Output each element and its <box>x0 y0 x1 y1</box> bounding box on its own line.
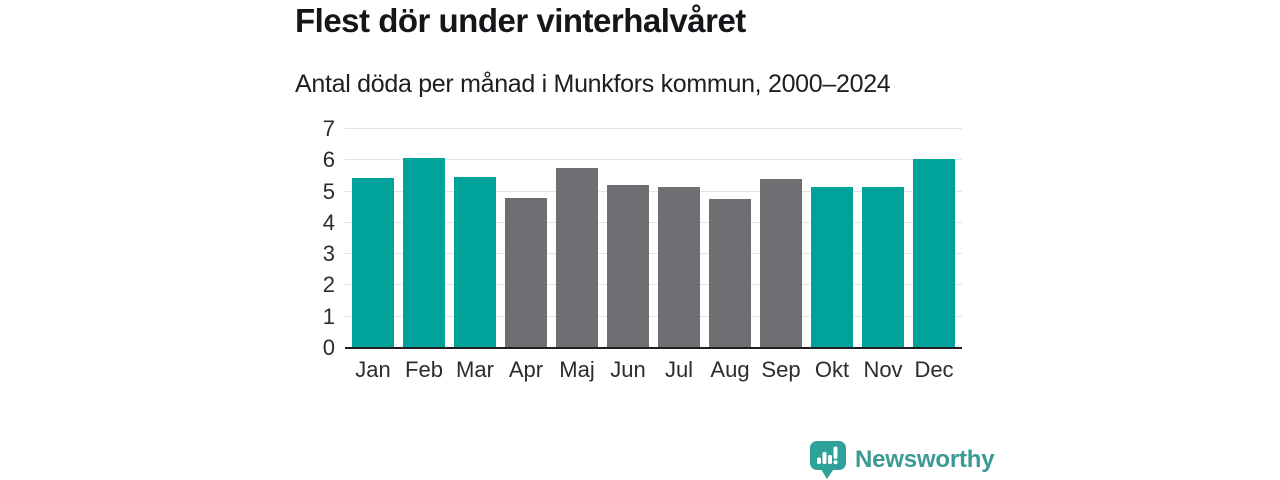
x-axis-label: Mar <box>456 357 494 382</box>
bar-slot-feb: Feb <box>403 129 445 381</box>
x-axis-label: Jan <box>355 357 391 382</box>
y-axis-label: 5 <box>322 178 335 204</box>
chart-title: Flest dör under vinterhalvåret <box>295 2 746 39</box>
x-axis-label: Maj <box>559 357 595 382</box>
bar-slot-jul: Jul <box>658 129 700 381</box>
bar-slot-nov: Nov <box>862 129 904 381</box>
y-axis-label: 1 <box>322 303 335 329</box>
bar-feb <box>403 157 445 348</box>
bar-okt <box>811 186 853 348</box>
bar-jan <box>352 177 394 348</box>
bar-mar <box>454 176 496 348</box>
bar-group: Jan Feb Mar Apr Maj Jun Jul Aug Sep Okt Nov Dec <box>345 129 962 381</box>
gridline <box>345 221 962 223</box>
bar-aug <box>709 199 751 348</box>
gridline <box>345 128 962 129</box>
bar-maj <box>556 167 598 348</box>
y-axis-label: 0 <box>322 335 335 360</box>
bar-slot-dec: Dec <box>913 129 955 381</box>
y-axis: 0 1 2 3 4 5 6 7 <box>270 118 335 359</box>
y-axis-label: 4 <box>322 209 335 235</box>
bar-slot-apr: Apr <box>505 129 547 381</box>
gridline <box>345 284 962 286</box>
gridline <box>345 190 962 192</box>
bar-slot-maj: Maj <box>556 129 598 381</box>
y-axis-label: 7 <box>322 116 335 141</box>
x-axis-line <box>345 347 962 349</box>
x-axis-label: Apr <box>508 357 544 382</box>
y-axis-label: 6 <box>322 147 335 173</box>
bar-nov <box>862 186 904 348</box>
bar-slot-sep: Sep <box>760 129 802 381</box>
x-axis-label: Aug <box>710 357 750 382</box>
newsworthy-logo: Newsworthy <box>810 441 995 480</box>
bar-dec <box>913 159 955 348</box>
bar-slot-aug: Aug <box>709 129 751 381</box>
x-axis-label: Nov <box>863 357 903 382</box>
bar-slot-mar: Mar <box>454 129 496 381</box>
bar-sep <box>760 179 802 348</box>
x-axis-label: Feb <box>405 357 443 382</box>
bar-slot-jun: Jun <box>607 129 649 381</box>
x-axis-label: Sep <box>761 357 801 382</box>
bar-slot-okt: Okt <box>811 129 853 381</box>
x-axis-label: Jul <box>664 357 694 382</box>
x-axis-label: Jun <box>610 357 646 382</box>
newsworthy-wordmark: Newsworthy <box>855 446 995 473</box>
bar-apr <box>505 197 547 348</box>
plot-area: Jan Feb Mar Apr Maj Jun Jul Aug Sep Okt Nov Dec <box>345 128 962 381</box>
chart-subtitle: Antal döda per månad i Munkfors kommun, … <box>295 70 891 98</box>
bar-chart-speech-bubble-icon <box>810 441 846 479</box>
gridline <box>345 253 962 255</box>
bar-jun <box>607 185 649 348</box>
gridline <box>345 159 962 161</box>
x-axis-label: Okt <box>814 357 850 382</box>
y-axis-label: 3 <box>322 241 335 267</box>
gridline <box>345 315 962 317</box>
bar-jul <box>658 186 700 348</box>
y-axis-label: 2 <box>322 272 335 298</box>
bar-slot-jan: Jan <box>352 129 394 381</box>
x-axis-label: Dec <box>914 357 954 382</box>
